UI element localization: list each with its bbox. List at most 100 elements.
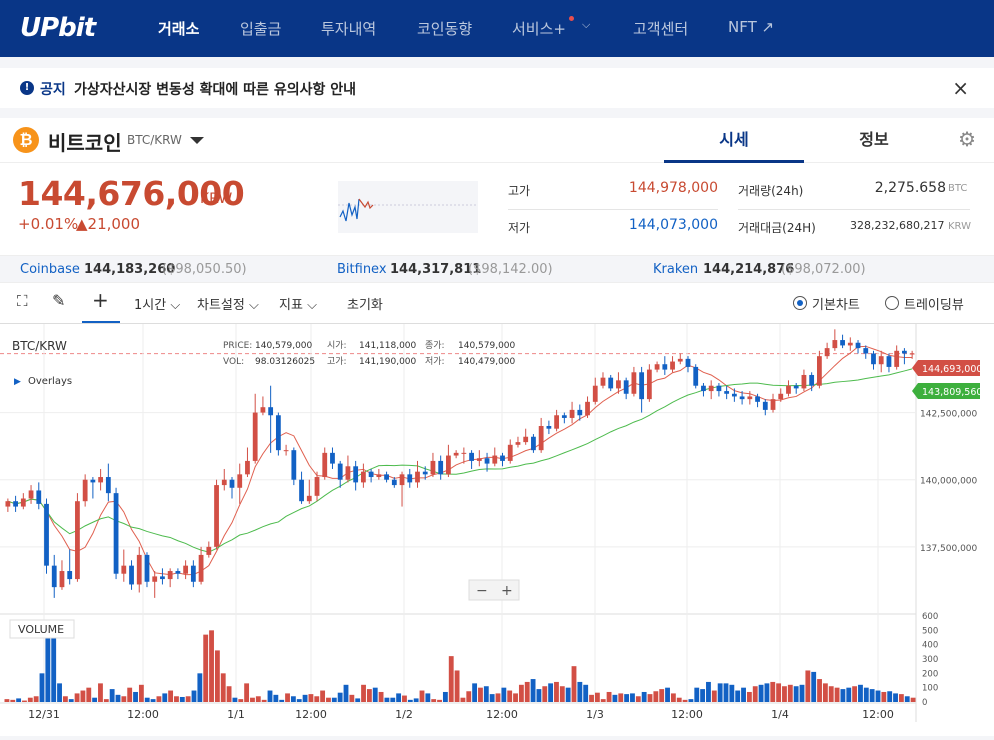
candle-body — [476, 458, 482, 461]
interval-select[interactable]: 1시간 ⌵ — [134, 294, 180, 313]
candlestick-chart-svg[interactable]: 142,500,000 140,000,000 137,500,000 600 500 4… — [0, 324, 994, 736]
overlays-toggle[interactable]: Overlays — [28, 376, 72, 387]
candle-body — [523, 436, 529, 443]
volume-bar — [811, 671, 817, 702]
volume-bar — [226, 686, 232, 702]
candle-body — [492, 455, 498, 464]
indicator-select[interactable]: 지표 ⌵ — [279, 294, 317, 313]
gear-icon[interactable]: ⚙ — [958, 127, 976, 151]
volume-bar — [168, 690, 174, 702]
volume-bar — [904, 696, 910, 702]
x-tick-label: 1/3 — [586, 708, 604, 721]
tab-info[interactable]: 정보 — [859, 130, 889, 149]
volume-bar — [244, 683, 250, 702]
nav-services[interactable]: 서비스+ ⌵ — [512, 16, 590, 39]
volume-bar — [361, 684, 366, 702]
nav-nft[interactable]: NFT ↗ — [728, 18, 775, 36]
nav-exchange[interactable]: 거래소 — [158, 20, 200, 38]
candle-body — [461, 452, 467, 454]
volume-bar — [261, 699, 267, 702]
play-icon[interactable]: ▶ — [14, 377, 21, 387]
fullscreen-icon[interactable]: ⛶ — [17, 292, 28, 310]
x-tick-label: 12:00 — [295, 708, 327, 721]
candle-body — [229, 479, 235, 488]
volume-tick-label: 500 — [922, 626, 938, 636]
volume-bar — [402, 695, 407, 702]
exchange-name[interactable]: Bitfinex — [337, 262, 387, 277]
candle-body — [275, 415, 281, 451]
tradingview-radio[interactable] — [885, 296, 899, 310]
reset-button[interactable]: 초기화 — [347, 298, 383, 313]
candle-body — [322, 452, 328, 478]
close-icon[interactable]: × — [952, 76, 969, 100]
candle-body — [701, 385, 706, 392]
volume-bar — [846, 687, 852, 702]
volume-bar — [513, 693, 518, 702]
nav-deposit-withdraw[interactable]: 입출금 — [240, 20, 282, 38]
candle-body — [585, 401, 590, 416]
high-value: 144,978,000 — [628, 180, 718, 196]
divider — [508, 209, 718, 210]
volume-bar — [641, 691, 647, 702]
volume-bar — [735, 690, 741, 702]
candle-body — [809, 374, 815, 386]
candle-body — [82, 479, 88, 502]
candle-body — [438, 460, 444, 475]
basic-chart-label[interactable]: 기본차트 — [812, 298, 860, 313]
volume-bar — [711, 690, 717, 702]
notice-text[interactable]: 가상자산시장 변동성 확대에 따른 유의사항 안내 — [74, 82, 356, 98]
caret-down-icon[interactable] — [190, 137, 204, 144]
candle-body — [144, 554, 150, 582]
volume-bar — [279, 699, 285, 702]
volume-bar — [442, 691, 448, 702]
candle-body — [616, 380, 621, 389]
volume-bar — [302, 694, 308, 702]
low-value: 144,073,000 — [628, 217, 718, 233]
volume-bar — [45, 630, 51, 702]
zoom-in-button[interactable]: + — [501, 583, 513, 599]
volume-bar — [659, 689, 665, 702]
exchange-name[interactable]: Coinbase — [20, 262, 80, 277]
exchange-name[interactable]: Kraken — [653, 262, 699, 277]
volume-bar — [138, 684, 144, 702]
volume-bar — [308, 694, 314, 702]
tab-quote[interactable]: 시세 — [664, 118, 804, 163]
legend-high: 141,190,000 — [359, 357, 417, 367]
pencil-icon[interactable]: ✎ — [52, 291, 66, 310]
volume-bar — [729, 684, 735, 702]
coin-panel: ₿ 비트코인 BTC/KRW 시세 정보 ⚙ 144,676,000 KRW +… — [0, 118, 994, 736]
tradingview-label[interactable]: 트레이딩뷰 — [904, 298, 964, 313]
candle-body — [368, 471, 374, 478]
zoom-out-button[interactable]: − — [476, 583, 488, 599]
volume-bar — [822, 683, 828, 702]
volume-bar — [682, 699, 688, 702]
basic-chart-radio[interactable] — [793, 296, 807, 310]
volume-bar — [425, 693, 431, 702]
new-dot-icon — [569, 16, 574, 21]
volume-bar — [910, 697, 916, 702]
volume-bar — [144, 697, 150, 702]
chevron-down-icon: ⌵ — [248, 298, 259, 313]
legend-open-label: 시가: — [327, 340, 347, 351]
candle-body — [175, 571, 181, 574]
price-chart[interactable]: 142,500,000 140,000,000 137,500,000 600 500 4… — [0, 324, 994, 740]
divider — [738, 209, 970, 210]
volume-label-box: VOLUME — [9, 619, 75, 639]
nav-coin-trends[interactable]: 코인동향 — [417, 20, 473, 38]
candle-body — [90, 479, 96, 483]
mini-chart — [338, 181, 478, 233]
legend-vol: 98.03126025 — [255, 357, 315, 367]
ma-long-line — [7, 368, 913, 553]
crosshair-icon[interactable]: + — [92, 288, 109, 312]
chart-settings-select[interactable]: 차트설정 ⌵ — [197, 294, 259, 313]
notice-bar[interactable]: ! 공지 가상자산시장 변동성 확대에 따른 유의사항 안내 × — [0, 68, 994, 108]
candle-body — [59, 571, 65, 588]
volume-bar — [27, 697, 33, 702]
nav-investments[interactable]: 투자내역 — [321, 20, 377, 38]
candle-body — [554, 415, 560, 429]
volume-bar — [156, 696, 162, 702]
nav-customer-center[interactable]: 고객센터 — [633, 20, 689, 38]
volume-tick-label: 0 — [922, 698, 927, 708]
volume-bar — [320, 690, 326, 702]
upbit-logo[interactable]: UPbit — [20, 13, 96, 43]
